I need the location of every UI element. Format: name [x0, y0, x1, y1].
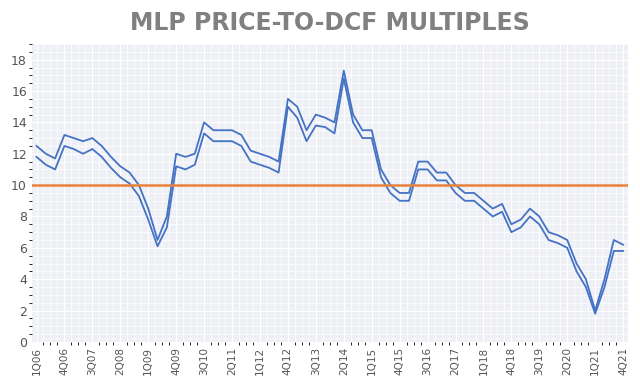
Title: MLP PRICE-TO-DCF MULTIPLES: MLP PRICE-TO-DCF MULTIPLES [130, 11, 530, 35]
